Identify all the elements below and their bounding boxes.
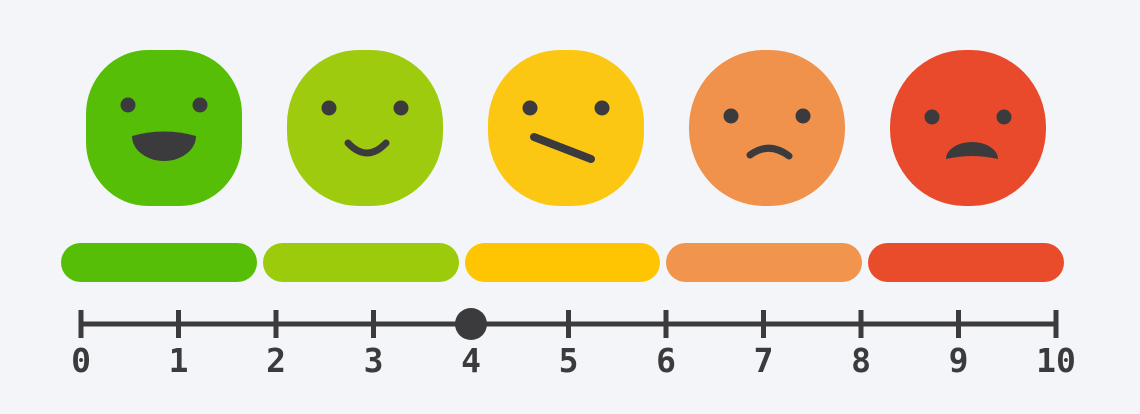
scale-tick-10[interactable]: 10: [1036, 310, 1076, 380]
right-eye-icon: [393, 100, 409, 116]
tick-label: 3: [364, 341, 384, 380]
tick-label: 5: [559, 341, 579, 380]
bar-segment-neutral[interactable]: [464, 243, 661, 282]
scale-tick-0[interactable]: 0: [71, 310, 91, 380]
face-head: [287, 50, 443, 206]
face-very-unhappy[interactable]: [890, 50, 1046, 206]
tick-label: 8: [851, 341, 871, 380]
right-eye-icon: [795, 108, 811, 124]
mouth-icon: [946, 142, 998, 159]
left-eye-icon: [522, 100, 538, 116]
tick-label: 9: [949, 341, 969, 380]
tick-label: 10: [1036, 341, 1076, 380]
scale-marker-handle[interactable]: [455, 308, 487, 340]
bar-segment-unhappy[interactable]: [666, 243, 863, 282]
face-head: [86, 50, 242, 206]
right-eye-icon: [192, 97, 208, 113]
face-neutral[interactable]: [488, 50, 644, 206]
bar-segment-very-unhappy[interactable]: [868, 243, 1064, 282]
tick-label: 4: [461, 341, 481, 380]
left-eye-icon: [321, 100, 337, 116]
bar-segment-very-happy[interactable]: [61, 243, 257, 282]
mouth-icon: [530, 133, 595, 163]
faces-row: [86, 50, 1046, 206]
tick-label: 6: [656, 341, 676, 380]
number-scale: 0 1 2 3 4 5 6 7 8 9 10: [71, 308, 1076, 380]
face-head: [890, 50, 1046, 206]
face-happy[interactable]: [287, 50, 443, 206]
right-eye-icon: [996, 109, 1012, 125]
rating-bar: [61, 243, 1064, 282]
face-head: [488, 50, 644, 206]
scale-tick-7[interactable]: 7: [754, 310, 774, 380]
scale-tick-3[interactable]: 3: [364, 310, 384, 380]
left-eye-icon: [723, 108, 739, 124]
scale-tick-2[interactable]: 2: [266, 310, 286, 380]
mouth-icon: [132, 131, 196, 161]
left-eye-icon: [120, 97, 136, 113]
face-unhappy[interactable]: [689, 50, 845, 206]
face-head: [689, 50, 845, 206]
left-eye-icon: [924, 109, 940, 125]
scale-tick-6[interactable]: 6: [656, 310, 676, 380]
tick-label: 7: [754, 341, 774, 380]
bar-segment-happy[interactable]: [262, 243, 459, 282]
right-eye-icon: [594, 100, 610, 116]
mouth-icon: [344, 139, 390, 157]
tick-label: 0: [71, 341, 91, 380]
face-very-happy[interactable]: [86, 50, 242, 206]
scale-tick-8[interactable]: 8: [851, 310, 871, 380]
mouth-icon: [746, 144, 793, 160]
tick-label: 2: [266, 341, 286, 380]
scale-tick-1[interactable]: 1: [169, 310, 189, 380]
scale-tick-9[interactable]: 9: [949, 310, 969, 380]
scale-tick-5[interactable]: 5: [559, 310, 579, 380]
tick-label: 1: [169, 341, 189, 380]
